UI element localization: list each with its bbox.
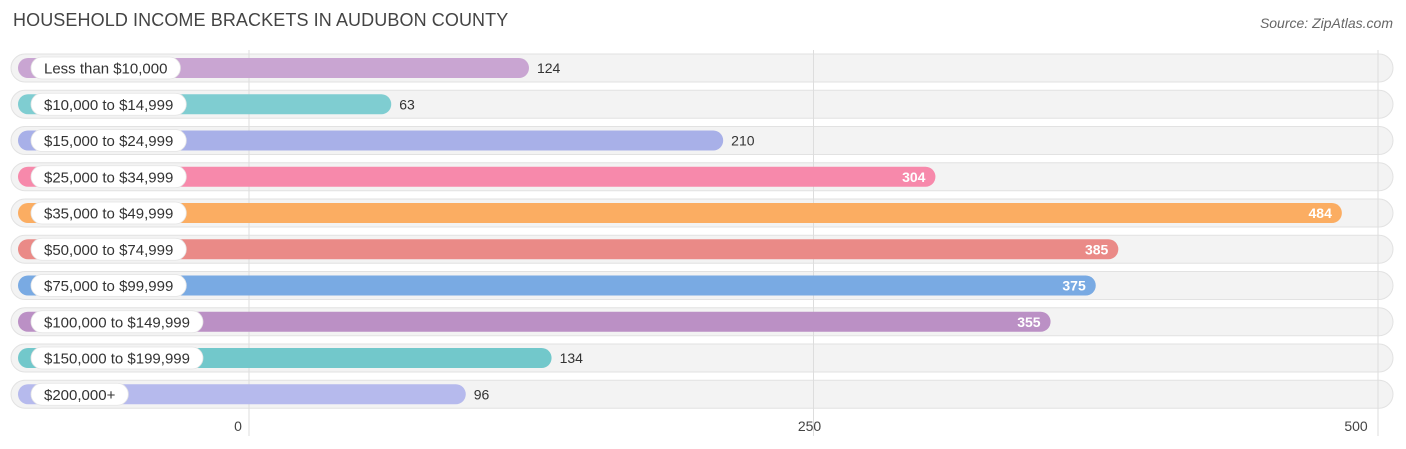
category-label: $10,000 to $14,999 [44, 97, 173, 114]
value-label: 134 [560, 350, 584, 366]
value-label: 96 [474, 386, 490, 402]
category-pill [30, 237, 187, 261]
bar [18, 239, 1119, 260]
x-tick-label: 250 [798, 418, 822, 434]
value-label: 484 [1309, 205, 1333, 221]
bar [18, 166, 936, 187]
category-label: $25,000 to $34,999 [44, 169, 173, 186]
bar [18, 203, 1342, 223]
value-label: 375 [1062, 278, 1086, 294]
category-label: $100,000 to $149,999 [44, 314, 190, 331]
category-label: $75,000 to $99,999 [44, 278, 173, 295]
x-tick-label: 500 [1344, 418, 1368, 434]
category-label: $15,000 to $24,999 [44, 133, 173, 150]
chart-source: Source: ZipAtlas.com [1259, 15, 1393, 31]
value-label: 304 [902, 169, 926, 185]
value-label: 210 [731, 133, 755, 149]
category-pill [30, 56, 181, 80]
category-pill [30, 274, 187, 297]
category-pill [30, 201, 187, 225]
category-pill [30, 382, 129, 406]
category-label: $200,000+ [44, 387, 116, 404]
bar [18, 311, 1051, 332]
value-label: 385 [1085, 241, 1109, 257]
category-pill [30, 165, 187, 189]
bar [18, 384, 466, 405]
category-label: $35,000 to $49,999 [44, 206, 173, 223]
x-tick-label: 0 [234, 418, 242, 434]
bar [18, 275, 1096, 296]
category-pill [30, 310, 204, 334]
chart-title: HOUSEHOLD INCOME BRACKETS IN AUDUBON COU… [13, 10, 509, 30]
category-label: Less than $10,000 [44, 61, 167, 78]
category-label: $150,000 to $199,999 [44, 351, 190, 368]
bar [18, 130, 724, 151]
category-pill [30, 92, 187, 116]
category-pill [30, 129, 187, 152]
category-pill [30, 346, 204, 370]
category-label: $50,000 to $74,999 [44, 242, 173, 259]
value-label: 124 [537, 60, 561, 76]
value-label: 355 [1017, 314, 1041, 330]
value-label: 63 [399, 96, 415, 112]
